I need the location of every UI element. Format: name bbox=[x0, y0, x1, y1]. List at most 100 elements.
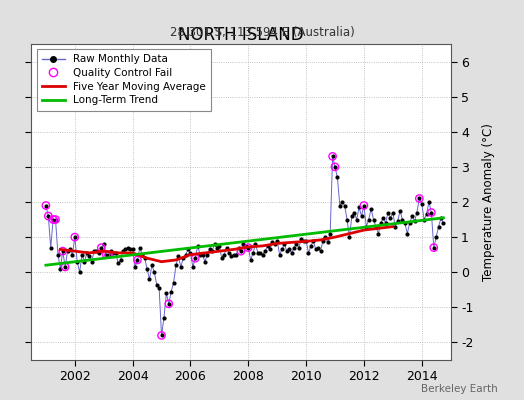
Point bbox=[249, 250, 257, 256]
Point bbox=[396, 208, 404, 214]
Point bbox=[329, 153, 337, 160]
Point bbox=[425, 199, 433, 205]
Point bbox=[362, 223, 370, 230]
Point bbox=[133, 257, 141, 263]
Point bbox=[329, 153, 337, 160]
Point bbox=[312, 246, 320, 253]
Point bbox=[138, 252, 146, 258]
Point bbox=[88, 258, 96, 265]
Point bbox=[85, 253, 93, 260]
Point bbox=[389, 209, 397, 216]
Point bbox=[304, 250, 313, 256]
Point bbox=[174, 253, 182, 260]
Point bbox=[314, 244, 322, 251]
Point bbox=[112, 250, 120, 256]
Point bbox=[56, 266, 64, 272]
Point bbox=[237, 248, 245, 254]
Point bbox=[333, 174, 342, 181]
Point bbox=[420, 216, 428, 223]
Legend: Raw Monthly Data, Quality Control Fail, Five Year Moving Average, Long-Term Tren: Raw Monthly Data, Quality Control Fail, … bbox=[37, 49, 211, 110]
Point bbox=[427, 209, 435, 216]
Point bbox=[97, 244, 105, 251]
Point bbox=[42, 202, 50, 209]
Point bbox=[273, 238, 281, 244]
Point bbox=[189, 264, 197, 270]
Point bbox=[384, 209, 392, 216]
Point bbox=[44, 213, 52, 219]
Point bbox=[100, 241, 108, 247]
Point bbox=[365, 216, 373, 223]
Title: NORTH ISLAND: NORTH ISLAND bbox=[178, 26, 304, 44]
Point bbox=[83, 250, 91, 256]
Point bbox=[347, 213, 356, 219]
Point bbox=[261, 248, 269, 254]
Point bbox=[107, 248, 115, 254]
Point bbox=[54, 252, 62, 258]
Text: Berkeley Earth: Berkeley Earth bbox=[421, 384, 498, 394]
Point bbox=[288, 250, 296, 256]
Point bbox=[437, 214, 445, 221]
Point bbox=[391, 223, 399, 230]
Point bbox=[331, 164, 339, 170]
Point bbox=[309, 238, 318, 244]
Point bbox=[434, 223, 443, 230]
Point bbox=[213, 244, 221, 251]
Point bbox=[160, 315, 168, 321]
Point bbox=[316, 248, 325, 254]
Point bbox=[246, 257, 255, 263]
Point bbox=[145, 276, 154, 282]
Point bbox=[372, 223, 380, 230]
Point bbox=[97, 244, 105, 251]
Point bbox=[136, 244, 144, 251]
Point bbox=[181, 252, 190, 258]
Point bbox=[242, 243, 250, 249]
Point bbox=[319, 238, 327, 244]
Point bbox=[196, 252, 204, 258]
Point bbox=[191, 255, 200, 261]
Point bbox=[244, 244, 253, 251]
Point bbox=[266, 246, 274, 253]
Point bbox=[210, 241, 219, 247]
Point bbox=[336, 202, 344, 209]
Point bbox=[401, 220, 409, 226]
Point bbox=[268, 239, 277, 246]
Point bbox=[264, 243, 272, 249]
Point bbox=[394, 218, 402, 224]
Point bbox=[369, 216, 378, 223]
Point bbox=[220, 252, 228, 258]
Point bbox=[258, 252, 267, 258]
Point bbox=[292, 241, 301, 247]
Y-axis label: Temperature Anomaly (°C): Temperature Anomaly (°C) bbox=[482, 123, 495, 281]
Point bbox=[367, 206, 375, 212]
Point bbox=[104, 252, 113, 258]
Point bbox=[406, 220, 414, 226]
Point bbox=[350, 209, 358, 216]
Point bbox=[374, 230, 383, 237]
Point bbox=[302, 238, 310, 244]
Point bbox=[227, 253, 236, 260]
Point bbox=[73, 258, 81, 265]
Point bbox=[282, 248, 291, 254]
Point bbox=[225, 250, 233, 256]
Point bbox=[359, 202, 368, 209]
Point bbox=[359, 202, 368, 209]
Point bbox=[410, 218, 419, 224]
Point bbox=[280, 241, 289, 247]
Point bbox=[345, 234, 354, 240]
Point bbox=[244, 244, 253, 251]
Point bbox=[109, 250, 117, 256]
Point bbox=[80, 258, 89, 265]
Point bbox=[430, 244, 438, 251]
Point bbox=[63, 248, 72, 254]
Point bbox=[239, 241, 248, 247]
Point bbox=[102, 252, 111, 258]
Point bbox=[179, 255, 188, 261]
Point bbox=[44, 213, 52, 219]
Point bbox=[353, 216, 361, 223]
Point bbox=[116, 257, 125, 263]
Point bbox=[321, 234, 330, 240]
Point bbox=[198, 252, 206, 258]
Point bbox=[232, 252, 241, 258]
Point bbox=[177, 264, 185, 270]
Point bbox=[386, 214, 395, 221]
